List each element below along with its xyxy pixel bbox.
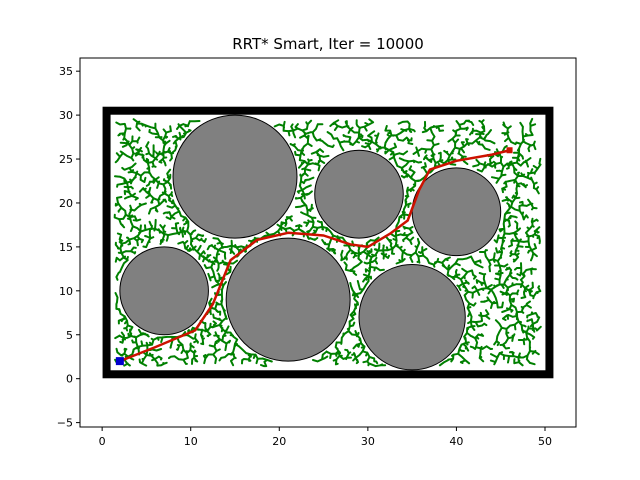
axes-frame [79, 57, 577, 428]
goal-marker [506, 147, 513, 154]
start-goal-markers [115, 147, 513, 366]
y-tick-label: 30 [59, 109, 73, 122]
obstacle-circle [119, 246, 209, 336]
y-tick-label: 10 [59, 285, 73, 298]
path-line [119, 149, 510, 363]
obstacles [119, 114, 502, 371]
x-tick-label: 50 [538, 435, 552, 448]
obstacle-circle [358, 263, 466, 371]
x-tick-label: 20 [272, 435, 286, 448]
x-tick-label: 40 [449, 435, 463, 448]
y-axis-ticks: −5 0 5 10 15 20 25 30 35 [57, 65, 80, 430]
y-tick-label: 0 [66, 373, 73, 386]
x-tick-label: 30 [361, 435, 375, 448]
x-tick-label: 10 [184, 435, 198, 448]
obstacle-circle [172, 114, 298, 239]
obstacle-circle [411, 167, 502, 257]
y-tick-label: −5 [57, 417, 73, 430]
obstacle-circle [314, 149, 404, 239]
y-tick-label: 5 [66, 329, 73, 342]
boundary-walls [102, 106, 554, 379]
y-tick-label: 35 [59, 65, 73, 78]
planned-path [119, 149, 510, 363]
y-tick-label: 25 [59, 153, 73, 166]
y-tick-label: 15 [59, 241, 73, 254]
start-marker [115, 357, 124, 366]
obstacle-circle [225, 237, 351, 362]
boundary-rectangle [102, 106, 554, 379]
x-axis-ticks: 0 10 20 30 40 50 [99, 427, 552, 448]
x-tick-label: 0 [99, 435, 106, 448]
chart-title: RRT* Smart, Iter = 10000 [232, 35, 424, 53]
y-tick-label: 20 [59, 197, 73, 210]
